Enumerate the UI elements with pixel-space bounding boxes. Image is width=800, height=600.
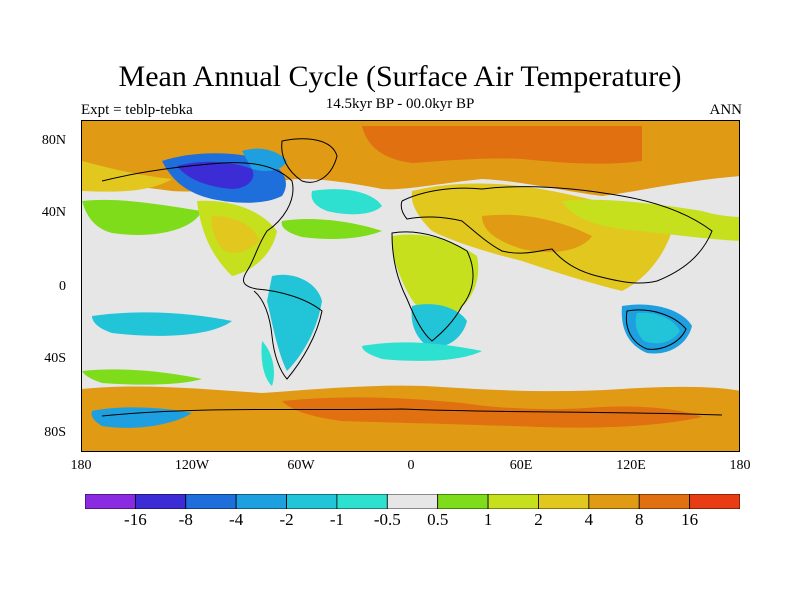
x-tick-120e: 120E: [616, 458, 646, 473]
season-label: ANN: [709, 102, 743, 118]
x-tick-0: 0: [407, 458, 415, 473]
colorbar-box: [437, 494, 489, 509]
colorbar-label: -0.5: [373, 510, 401, 529]
colorbar-label: 0.5: [427, 510, 449, 529]
colorbar-box: [386, 494, 439, 509]
temperature-map: [81, 120, 740, 452]
colorbar: [85, 494, 740, 509]
colorbar-box: [487, 494, 539, 509]
colorbar-box: [235, 494, 287, 509]
map-field: [82, 121, 739, 451]
colorbar-box: [336, 494, 388, 509]
colorbar-label: -4: [229, 510, 244, 529]
colorbar-label: -8: [178, 510, 193, 529]
x-tick-180-east: 180: [729, 458, 751, 473]
colorbar-box: [538, 494, 590, 509]
colorbar-box: [588, 494, 640, 509]
x-tick-60w: 60W: [287, 458, 315, 473]
colorbar-label: 16: [681, 510, 699, 529]
x-tick-60e: 60E: [509, 458, 533, 473]
colorbar-box: [286, 494, 338, 509]
chart-subtitle: 14.5kyr BP - 00.0kyr BP: [325, 96, 475, 112]
colorbar-box: [134, 494, 187, 509]
experiment-label: Expt = teblp-tebka: [81, 102, 193, 118]
colorbar-label: -16: [124, 510, 147, 529]
colorbar-label: 1: [483, 510, 493, 529]
y-tick-40n: 40N: [41, 205, 66, 220]
y-tick-80n: 80N: [41, 133, 66, 148]
colorbar-label: -2: [279, 510, 294, 529]
colorbar-label: 2: [534, 510, 543, 529]
colorbar-box: [185, 494, 237, 509]
colorbar-label: 4: [584, 510, 594, 529]
x-tick-180-west: 180: [70, 458, 92, 473]
x-tick-120w: 120W: [174, 458, 210, 473]
colorbar-label: -1: [329, 510, 344, 529]
y-tick-80s: 80S: [44, 425, 66, 440]
y-tick-40s: 40S: [44, 351, 66, 366]
colorbar-box: [85, 494, 136, 509]
colorbar-box: [689, 494, 740, 509]
chart-title: Mean Annual Cycle (Surface Air Temperatu…: [118, 60, 682, 93]
colorbar-label: 8: [634, 510, 644, 529]
y-tick-0: 0: [59, 279, 66, 294]
colorbar-box: [638, 494, 691, 509]
